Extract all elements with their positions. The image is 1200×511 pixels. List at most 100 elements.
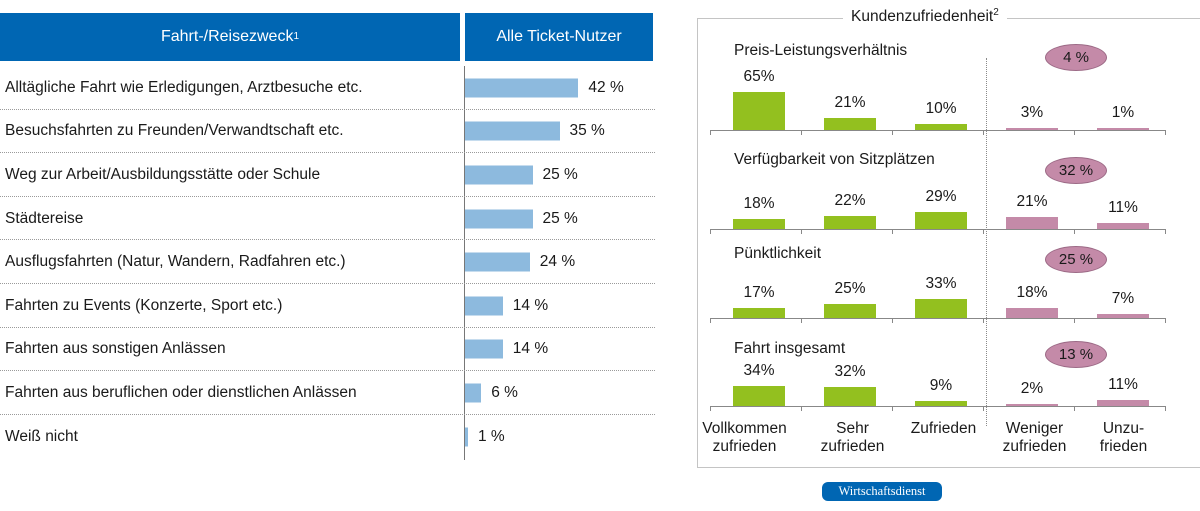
satisfaction-bar xyxy=(733,308,785,318)
purpose-label: Weg zur Arbeit/Ausbildungsstätte oder Sc… xyxy=(5,165,321,183)
purpose-value: 1 % xyxy=(478,427,505,445)
group-title: Fahrt insgesamt xyxy=(734,340,846,357)
satisfaction-group: Pünktlichkeit 25 % 17% 25% 33% 18% 7% xyxy=(700,245,1200,340)
category-line: zufrieden xyxy=(820,438,885,455)
category-line: Unzu- xyxy=(1102,420,1145,437)
satisfaction-group: Preis-Leistungsverhältnis 4 % 65% 21% 10% 3% 1… xyxy=(700,42,1200,137)
satisfaction-value: 33% xyxy=(925,274,957,292)
category-line: zufrieden xyxy=(1002,438,1067,455)
category-line: Sehr xyxy=(836,420,869,437)
purpose-label: Besuchsfahrten zu Freunden/Verwandtschaf… xyxy=(5,122,344,140)
satisfaction-value: 7% xyxy=(1111,289,1135,307)
purpose-bar xyxy=(465,252,530,272)
satisfaction-group: Fahrt insgesamt 13 % 34% 32% 9% 2% 11% xyxy=(700,340,1200,435)
purpose-label: Weiß nicht xyxy=(5,427,78,445)
footnote-marker: 2 xyxy=(993,6,999,18)
purpose-label: Ausflugsfahrten (Natur, Wandern, Radfahr… xyxy=(5,253,346,271)
group-baseline xyxy=(710,406,1165,407)
row-separator xyxy=(0,152,655,154)
axis-tick xyxy=(983,130,984,135)
bar-axis xyxy=(464,66,465,460)
purpose-bar xyxy=(465,165,533,185)
satisfaction-value: 2% xyxy=(1020,380,1044,397)
satisfaction-value: 22% xyxy=(834,192,866,210)
satisfaction-bar xyxy=(1006,128,1058,130)
axis-tick xyxy=(801,406,802,411)
negative-total-bubble: 25 % xyxy=(1045,246,1107,273)
purpose-row: Fahrten aus sonstigen Anlässen 14 % xyxy=(0,328,655,372)
satisfaction-bar xyxy=(824,303,876,318)
group-baseline xyxy=(710,229,1165,230)
negative-total-value: 25 % xyxy=(1058,251,1094,268)
negative-total-bubble: 4 % xyxy=(1045,44,1107,71)
purpose-label: Fahrten aus sonstigen Anlässen xyxy=(5,340,226,358)
purpose-value: 35 % xyxy=(569,122,605,140)
row-separator xyxy=(0,282,655,284)
satisfaction-bar xyxy=(915,400,967,406)
purpose-value: 25 % xyxy=(542,209,578,227)
satisfaction-value: 29% xyxy=(925,188,957,206)
axis-tick xyxy=(1165,130,1166,135)
axis-tick xyxy=(1165,229,1166,234)
satisfaction-value: 65% xyxy=(743,68,775,86)
group-title: Preis-Leistungsverhältnis xyxy=(734,42,908,59)
axis-tick xyxy=(1074,130,1075,135)
axis-tick xyxy=(983,318,984,323)
satisfaction-value: 18% xyxy=(743,194,775,212)
purpose-label: Fahrten zu Events (Konzerte, Sport etc.) xyxy=(5,296,283,314)
row-separator xyxy=(0,370,655,372)
category-line: Zufrieden xyxy=(910,420,977,437)
axis-tick xyxy=(892,406,893,411)
satisfaction-bar xyxy=(1097,222,1149,229)
category-label: Unzu-frieden xyxy=(1076,420,1171,456)
satisfaction-value: 11% xyxy=(1108,198,1138,216)
purpose-row: Weg zur Arbeit/Ausbildungsstätte oder Sc… xyxy=(0,153,655,197)
satisfaction-group: Verfügbarkeit von Sitzplätzen 32 % 18% 22% 2… xyxy=(700,151,1200,246)
purpose-bar xyxy=(465,339,503,359)
axis-tick xyxy=(1074,229,1075,234)
satisfaction-bar xyxy=(1006,216,1058,229)
purpose-bar xyxy=(465,121,560,141)
category-line: Weniger xyxy=(1005,420,1064,437)
axis-tick xyxy=(892,229,893,234)
purpose-bar xyxy=(465,209,533,229)
satisfaction-bar xyxy=(1006,307,1058,318)
row-separator xyxy=(0,239,655,241)
axis-tick xyxy=(983,406,984,411)
satisfaction-bar xyxy=(915,212,967,229)
negative-total-bubble: 13 % xyxy=(1045,341,1107,368)
satisfaction-value: 32% xyxy=(834,363,866,381)
satisfaction-value: 21% xyxy=(1016,192,1048,210)
satisfaction-value: 3% xyxy=(1020,104,1044,121)
satisfaction-bar xyxy=(1097,128,1149,130)
purpose-value: 24 % xyxy=(539,253,576,271)
axis-tick xyxy=(1074,318,1075,323)
row-separator xyxy=(0,108,655,110)
axis-tick xyxy=(892,318,893,323)
group-baseline xyxy=(710,130,1165,131)
axis-tick xyxy=(710,406,711,411)
satisfaction-value: 25% xyxy=(834,279,866,297)
satisfaction-bar xyxy=(824,387,876,406)
satisfaction-value: 34% xyxy=(743,362,775,380)
axis-tick xyxy=(1074,406,1075,411)
negative-total-bubble: 32 % xyxy=(1045,157,1107,184)
axis-tick xyxy=(801,318,802,323)
negative-total-value: 13 % xyxy=(1058,346,1094,363)
purpose-row: Besuchsfahrten zu Freunden/Verwandtschaf… xyxy=(0,110,655,154)
header-purpose-label: Fahrt-/Reisezweck xyxy=(160,28,294,45)
axis-tick xyxy=(1165,318,1166,323)
purpose-value: 6 % xyxy=(491,383,518,401)
purpose-value: 42 % xyxy=(588,78,624,96)
purpose-value: 14 % xyxy=(512,296,549,314)
satisfaction-title-text: Kundenzufriedenheit xyxy=(851,8,994,25)
purpose-row: Fahrten aus beruflichen oder dienstliche… xyxy=(0,371,655,415)
satisfaction-value: 11% xyxy=(1108,375,1138,393)
category-line: zufrieden xyxy=(712,438,777,455)
satisfaction-value: 1% xyxy=(1111,104,1135,121)
purpose-row: Städtereise 25 % xyxy=(0,197,655,241)
category-label: Zufrieden xyxy=(896,420,991,438)
satisfaction-title: Kundenzufriedenheit2 xyxy=(843,6,1007,26)
row-separator xyxy=(0,413,655,415)
group-baseline xyxy=(710,318,1165,319)
